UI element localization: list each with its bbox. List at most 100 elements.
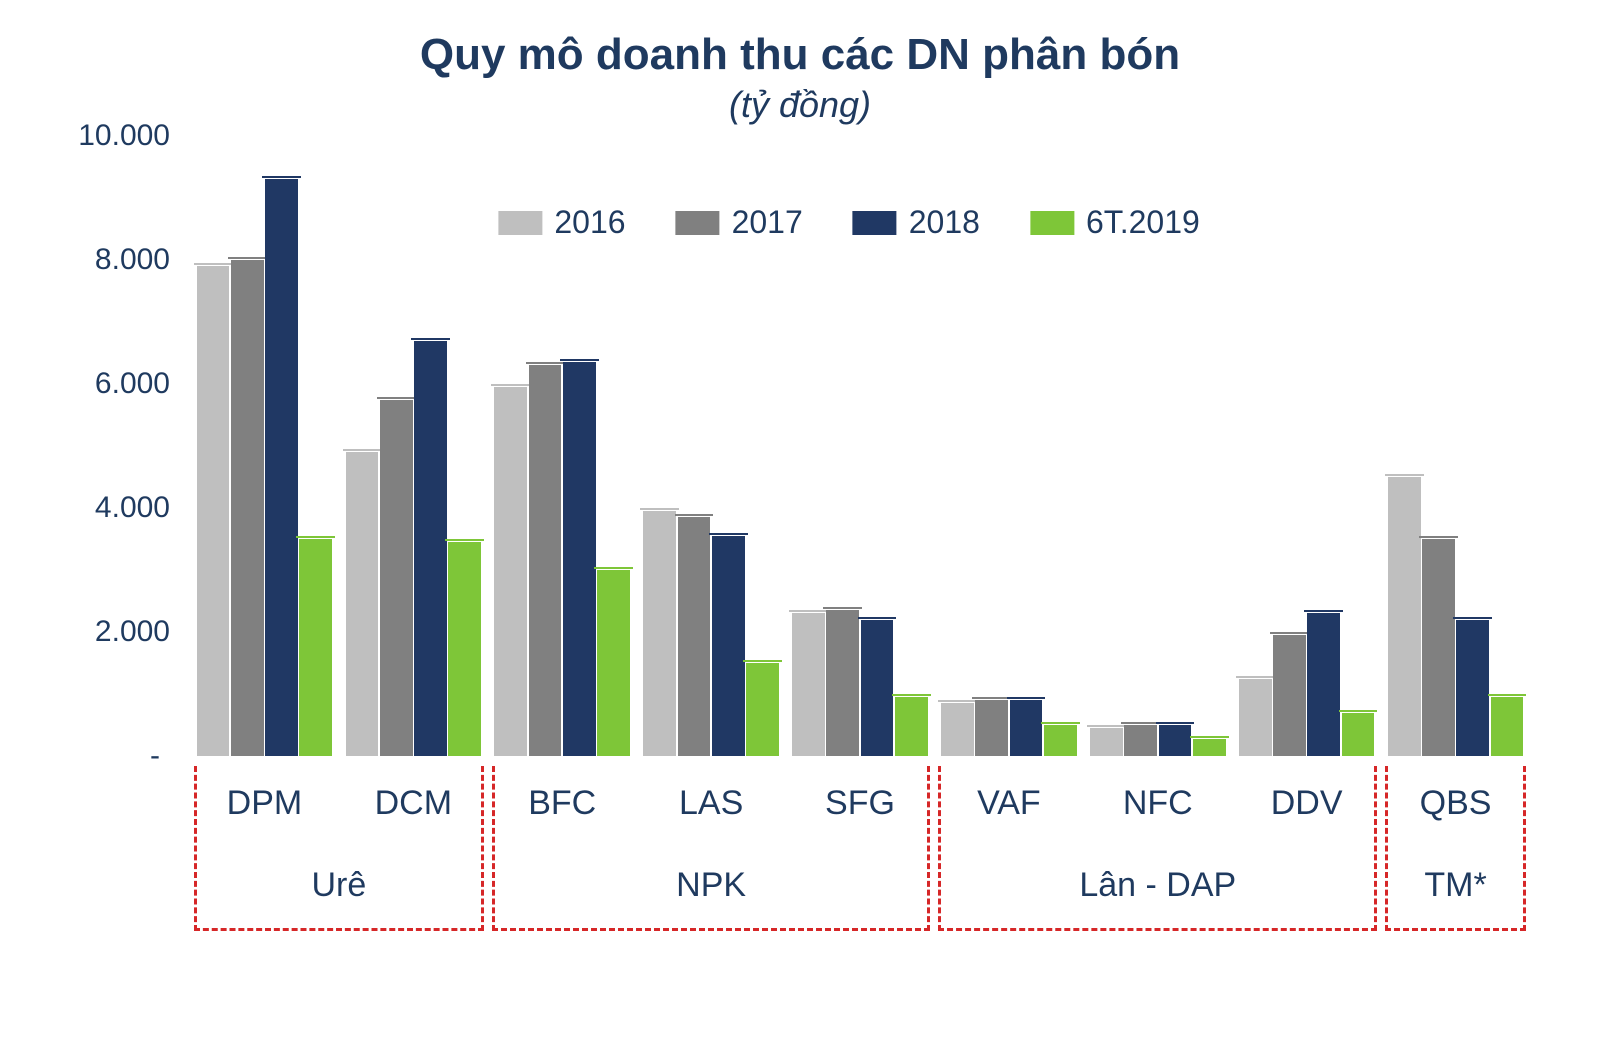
bar-cap — [594, 567, 633, 569]
bar — [414, 341, 447, 756]
y-tick-label: - — [150, 739, 160, 773]
x-labels: DPMDCMBFCLASSFGVAFNFCDDVQBSUrêNPKLân - D… — [190, 766, 1530, 936]
legend-swatch — [1030, 211, 1074, 235]
bar — [712, 536, 745, 756]
bar — [895, 697, 928, 756]
bar-cap — [343, 449, 382, 451]
y-tick-label: 2.000 — [40, 615, 170, 649]
bar — [941, 703, 974, 756]
legend-label: 2018 — [909, 204, 980, 241]
legend-label: 2016 — [554, 204, 625, 241]
bar-cap — [938, 700, 977, 702]
bar — [231, 260, 264, 756]
legend-label: 6T.2019 — [1086, 204, 1200, 241]
bar — [1044, 725, 1077, 756]
chart-subtitle: (tỷ đồng) — [40, 84, 1560, 126]
bar — [1456, 620, 1489, 756]
group-bracket — [938, 766, 1377, 931]
legend-label: 2017 — [732, 204, 803, 241]
title-block: Quy mô doanh thu các DN phân bón (tỷ đồn… — [40, 20, 1560, 126]
bar-cap — [194, 263, 233, 265]
bar-cap — [1419, 536, 1458, 538]
bar — [678, 517, 711, 756]
bar-cap — [1007, 697, 1046, 699]
bar — [448, 542, 481, 756]
bar-cap — [1385, 474, 1424, 476]
bar-cap — [1488, 694, 1527, 696]
company-group-dcm — [339, 136, 488, 756]
bar-cap — [1236, 676, 1275, 678]
group-label: NPK — [666, 866, 756, 905]
bar-cap — [445, 539, 484, 541]
bar — [1388, 477, 1421, 756]
company-group-qbs — [1381, 136, 1530, 756]
group-bracket — [194, 766, 484, 931]
bar — [529, 365, 562, 756]
bar — [1124, 725, 1157, 756]
bar — [792, 613, 825, 756]
bar — [1307, 613, 1340, 756]
bar-cap — [1270, 632, 1309, 634]
bar-cap — [972, 697, 1011, 699]
bar — [563, 362, 596, 756]
bar-cap — [228, 257, 267, 259]
group-label: Urê — [301, 866, 376, 905]
bar — [597, 570, 630, 756]
legend-item-6t2019: 6T.2019 — [1030, 204, 1200, 241]
legend-item-2018: 2018 — [853, 204, 980, 241]
bar — [1239, 679, 1272, 757]
legend-swatch — [676, 211, 720, 235]
legend-swatch — [853, 211, 897, 235]
bar — [1273, 635, 1306, 756]
bar-cap — [526, 362, 565, 364]
y-tick-label: 8.000 — [40, 243, 170, 277]
bar — [1090, 728, 1123, 756]
bar-cap — [640, 508, 679, 510]
company-group-ddv — [1232, 136, 1381, 756]
bar-cap — [743, 660, 782, 662]
legend-item-2017: 2017 — [676, 204, 803, 241]
bar-cap — [1087, 725, 1126, 727]
bar-cap — [1339, 710, 1378, 712]
bar — [197, 266, 230, 756]
bar — [1193, 739, 1226, 756]
bar — [1422, 539, 1455, 756]
bar-cap — [560, 359, 599, 361]
bar-cap — [675, 514, 714, 516]
bar-cap — [709, 533, 748, 535]
company-group-dpm — [190, 136, 339, 756]
group-label: Lân - DAP — [1069, 866, 1246, 905]
y-tick-label: 10.000 — [40, 119, 170, 153]
bar-cap — [262, 176, 301, 178]
bar-cap — [1453, 617, 1492, 619]
bar — [1010, 700, 1043, 756]
bar — [975, 700, 1008, 756]
bar — [826, 610, 859, 756]
group-bracket — [492, 766, 931, 931]
bar — [265, 179, 298, 756]
bar-cap — [1304, 610, 1343, 612]
y-tick-label: 6.000 — [40, 367, 170, 401]
bar — [380, 400, 413, 757]
legend-item-2016: 2016 — [498, 204, 625, 241]
chart-title: Quy mô doanh thu các DN phân bón — [40, 20, 1560, 80]
bar — [346, 452, 379, 756]
bar-cap — [892, 694, 931, 696]
bar-cap — [491, 384, 530, 386]
y-axis: -2.0004.0006.0008.00010.000 — [40, 136, 180, 756]
bar-cap — [377, 397, 416, 399]
bar-cap — [1041, 722, 1080, 724]
bar-cap — [789, 610, 828, 612]
bar-cap — [858, 617, 897, 619]
bar-cap — [1121, 722, 1160, 724]
bar-cap — [411, 338, 450, 340]
bar — [1491, 697, 1524, 756]
bar — [861, 620, 894, 756]
bar-cap — [1190, 736, 1229, 738]
plot-area: 2016 2017 2018 6T.2019 - 2.000 4.000 6.000 8… — [40, 136, 1560, 856]
y-tick-label: 4.000 — [40, 491, 170, 525]
group-bracket — [1385, 766, 1526, 931]
chart-container: Quy mô doanh thu các DN phân bón (tỷ đồn… — [0, 0, 1600, 1064]
bar — [1342, 713, 1375, 756]
bar — [299, 539, 332, 756]
